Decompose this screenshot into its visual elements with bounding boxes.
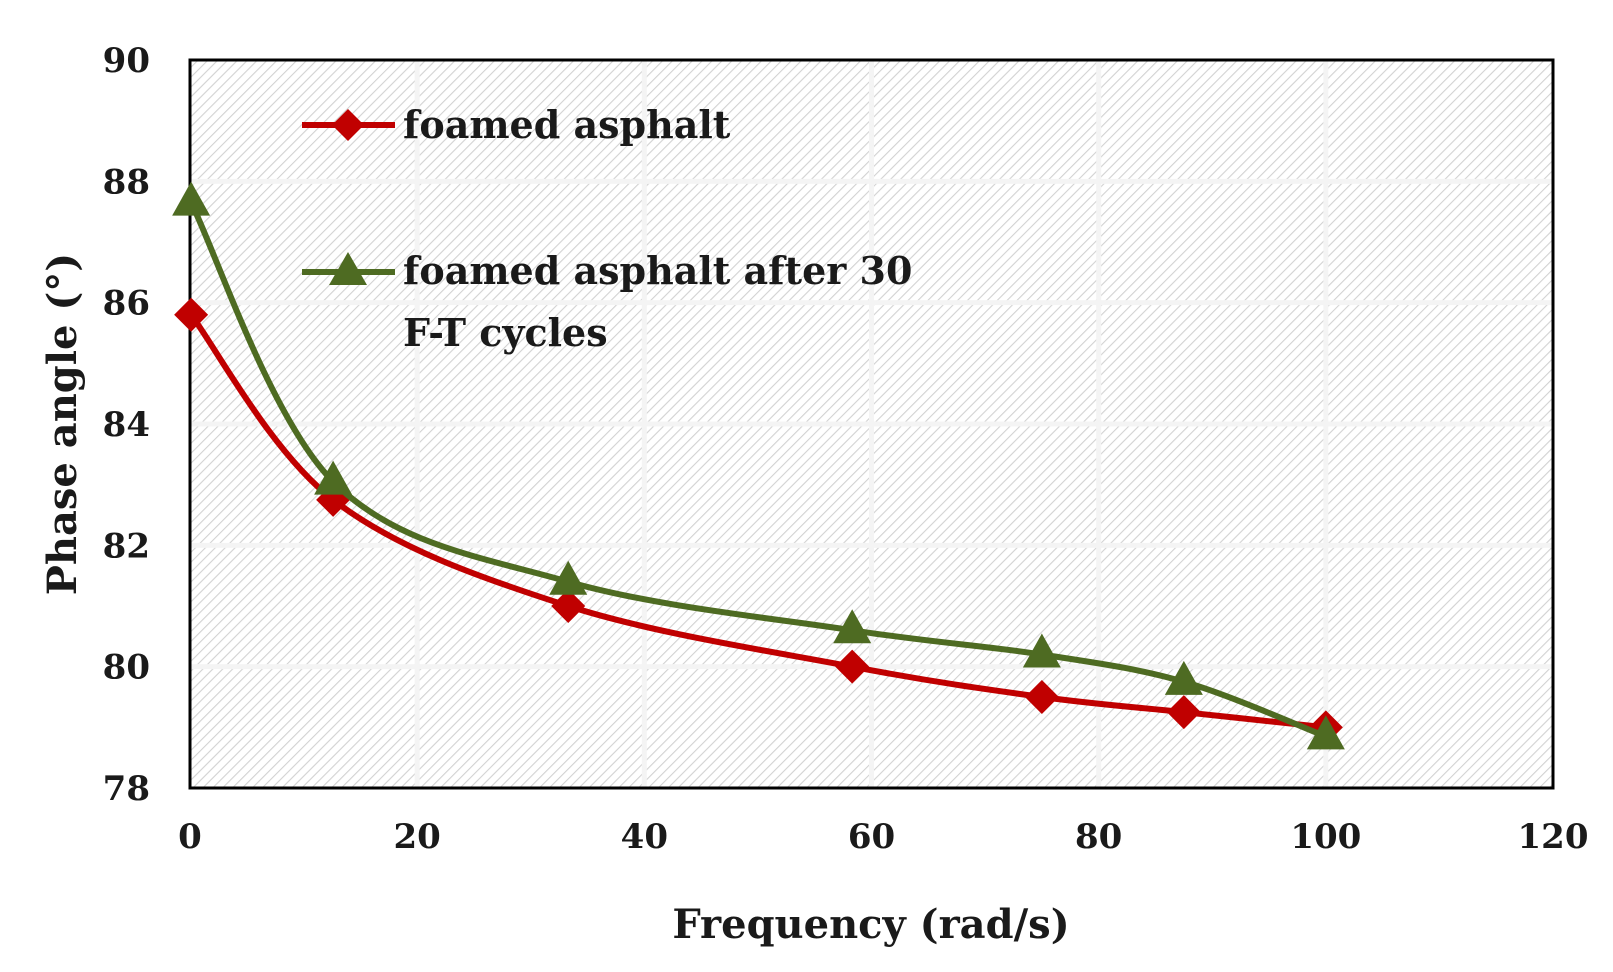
data-point-triangle: [833, 609, 872, 644]
y-tick-label: 90: [103, 41, 150, 81]
x-tick-label: 20: [394, 817, 441, 857]
legend-label-foamed-asphalt-ft-line2: F-T cycles: [403, 310, 608, 355]
data-point-triangle: [1164, 660, 1203, 695]
data-point-diamond: [174, 297, 209, 332]
series-layer: [172, 181, 1345, 750]
gridlines: [190, 60, 1553, 788]
legend-marker-triangle-icon: [329, 252, 367, 285]
y-tick-label: 78: [103, 769, 150, 809]
data-point-triangle: [549, 560, 588, 595]
data-point-triangle: [1022, 633, 1061, 668]
y-tick-labels: 78 80 82 84 86 88 90: [103, 41, 150, 809]
y-tick-label: 80: [103, 648, 150, 688]
y-tick-label: 88: [103, 162, 150, 202]
x-tick-labels: 0 20 40 60 80 100 120: [178, 817, 1588, 857]
legend-marker-diamond-icon: [332, 109, 364, 141]
legend-entry-foamed-asphalt: foamed asphalt: [302, 102, 731, 147]
x-tick-label: 80: [1075, 817, 1122, 857]
x-tick-label: 120: [1518, 817, 1589, 857]
y-axis-title: Phase angle (°): [39, 253, 86, 595]
legend-label-foamed-asphalt-ft-line1: foamed asphalt after 30: [403, 248, 912, 293]
data-point-diamond: [1024, 680, 1059, 714]
data-point-diamond: [835, 649, 870, 684]
x-tick-label: 100: [1290, 817, 1361, 857]
legend-entry-foamed-asphalt-ft: foamed asphalt after 30 F-T cycles: [302, 248, 912, 355]
legend: foamed asphalt foamed asphalt after 30 F…: [302, 102, 912, 355]
x-tick-label: 60: [848, 817, 895, 857]
x-tick-label: 0: [178, 817, 202, 857]
y-tick-label: 86: [103, 284, 150, 324]
y-tick-label: 82: [103, 526, 150, 566]
y-tick-label: 84: [103, 405, 150, 445]
legend-label-foamed-asphalt: foamed asphalt: [403, 102, 731, 147]
x-axis-title: Frequency (rad/s): [672, 901, 1069, 948]
data-point-diamond: [1166, 695, 1201, 730]
data-point-triangle: [1306, 715, 1345, 750]
series-line: [188, 201, 1327, 740]
plot-border: [188, 58, 1555, 790]
data-point-triangle: [172, 181, 211, 216]
data-point-diamond: [551, 589, 586, 623]
series-2: [172, 181, 1345, 750]
data-point-triangle: [314, 460, 353, 495]
x-tick-label: 40: [621, 817, 668, 857]
